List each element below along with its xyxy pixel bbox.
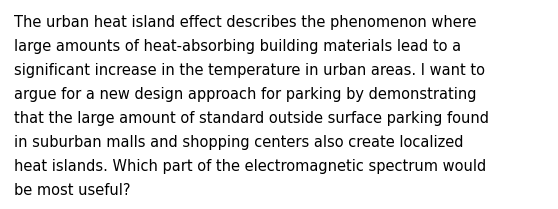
Text: The urban heat island effect describes the phenomenon where: The urban heat island effect describes t… <box>14 15 477 30</box>
Text: heat islands. Which part of the electromagnetic spectrum would: heat islands. Which part of the electrom… <box>14 159 486 174</box>
Text: argue for a new design approach for parking by demonstrating: argue for a new design approach for park… <box>14 87 477 102</box>
Text: that the large amount of standard outside surface parking found: that the large amount of standard outsid… <box>14 111 489 126</box>
Text: be most useful?: be most useful? <box>14 183 131 198</box>
Text: large amounts of heat-absorbing building materials lead to a: large amounts of heat-absorbing building… <box>14 39 461 54</box>
Text: in suburban malls and shopping centers also create localized: in suburban malls and shopping centers a… <box>14 135 464 150</box>
Text: significant increase in the temperature in urban areas. I want to: significant increase in the temperature … <box>14 63 485 78</box>
